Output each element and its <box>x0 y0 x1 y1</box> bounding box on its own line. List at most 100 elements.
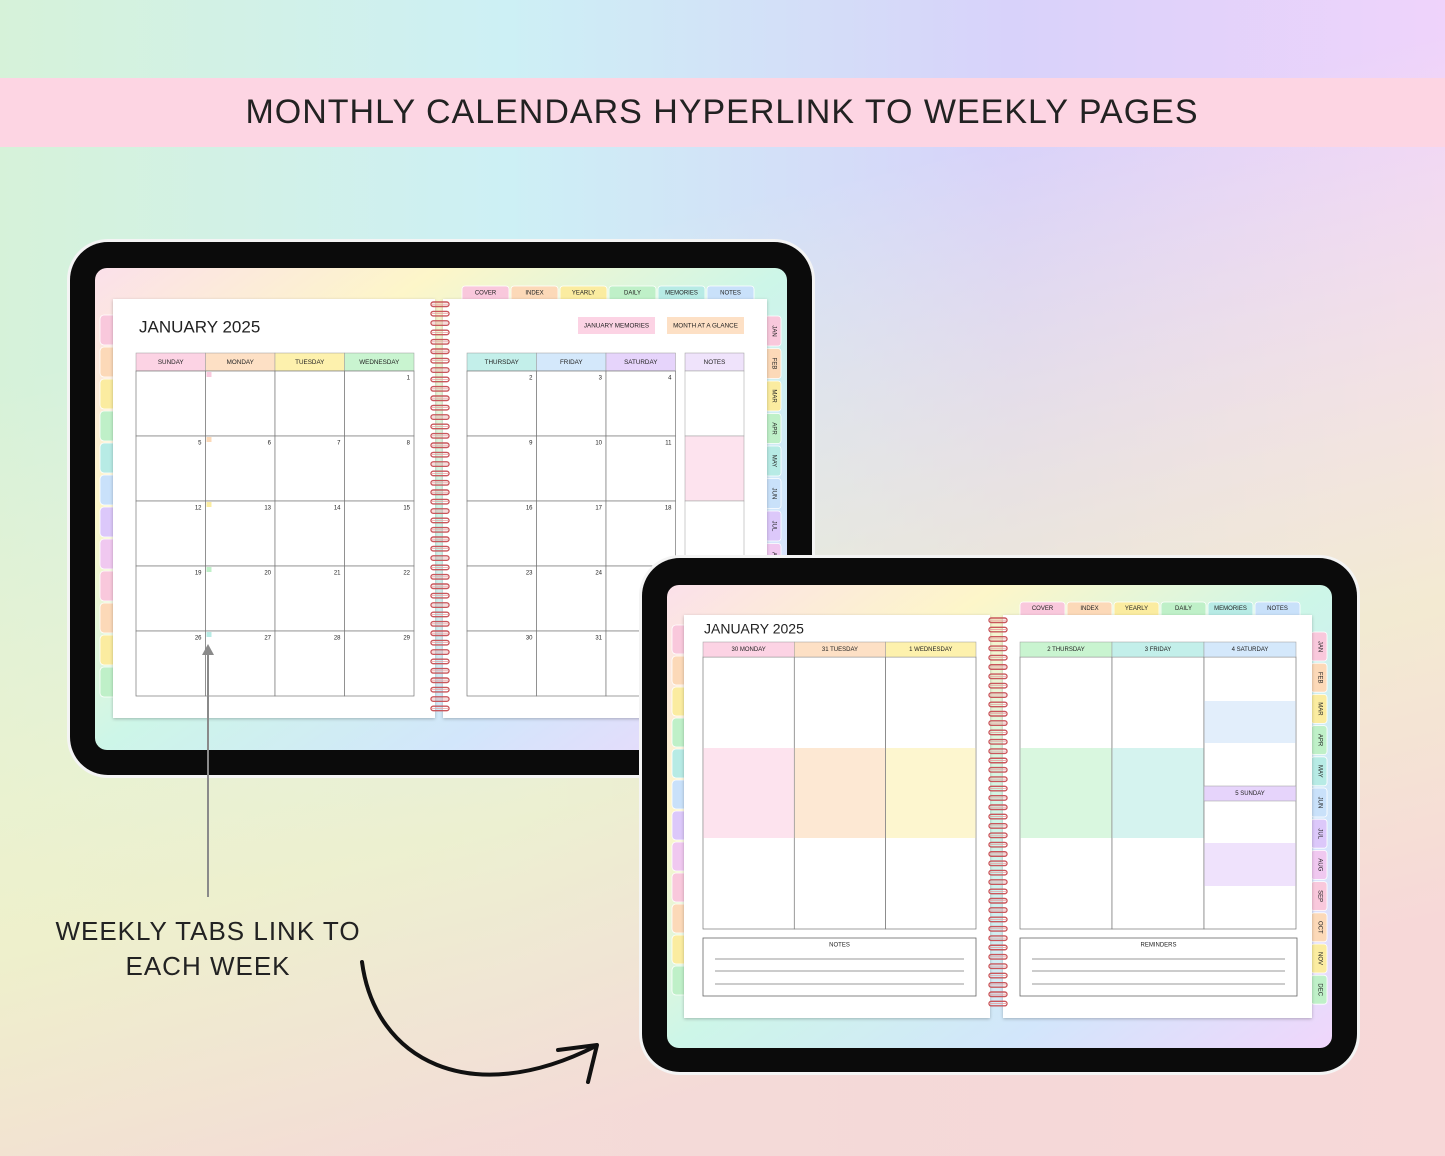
month-tab-label: APR <box>770 422 776 435</box>
top-tab-label: YEARLY <box>572 291 595 297</box>
day-band <box>1112 748 1204 838</box>
day-number: 9 <box>529 441 533 447</box>
day-number: 26 <box>195 636 202 642</box>
notes-box <box>1019 937 1298 997</box>
weekly-tab-link[interactable] <box>206 632 212 637</box>
link-button[interactable] <box>578 317 655 334</box>
curved-arrow <box>360 960 598 1077</box>
day-cell <box>274 565 345 632</box>
link-button-label: MONTH AT A GLANCE <box>673 323 738 330</box>
day-number: 17 <box>595 506 602 512</box>
banner <box>0 78 1445 147</box>
day-cell <box>344 630 415 697</box>
day-number: 22 <box>403 571 410 577</box>
day-header <box>885 641 977 658</box>
day-cell <box>536 370 607 437</box>
pointer-head <box>202 644 214 655</box>
month-tab-label: NOV <box>1316 952 1322 965</box>
top-tab-label: NOTES <box>1267 606 1288 612</box>
month-title: JANUARY 2025 <box>139 317 260 336</box>
top-tab-label: INDEX <box>525 291 543 297</box>
day-cell <box>536 500 607 567</box>
day-cell <box>344 500 415 567</box>
day-band <box>1020 748 1112 838</box>
day-number: 7 <box>337 441 341 447</box>
annotation-text: EACH WEEK <box>125 951 290 981</box>
day-cell <box>605 435 676 502</box>
day-cell <box>274 370 345 437</box>
day-cell <box>205 370 276 437</box>
month-tab-label: MAR <box>1316 702 1322 716</box>
day-cell <box>274 435 345 502</box>
notes-box <box>702 937 977 997</box>
day-number: 20 <box>264 571 271 577</box>
notes-box-title: NOTES <box>829 943 850 949</box>
day-number: 30 <box>526 636 533 642</box>
month-tab-label: FEB <box>1316 672 1322 684</box>
banner-title: MONTHLY CALENDARS HYPERLINK TO WEEKLY PA… <box>245 93 1198 131</box>
day-cell <box>135 370 206 437</box>
weekly-tab-link[interactable] <box>206 437 212 442</box>
day-number: 29 <box>403 636 410 642</box>
month-tab-label: JAN <box>1316 641 1322 652</box>
day-number: 14 <box>334 506 341 512</box>
annotation-text: WEEKLY TABS LINK TO <box>55 916 360 946</box>
day-header-label: TUESDAY <box>295 359 325 366</box>
day-number: 27 <box>264 636 271 642</box>
day-number: 28 <box>334 636 341 642</box>
day-cell <box>536 630 607 697</box>
day-header-label: SUNDAY <box>158 359 185 366</box>
month-tab-label: MAY <box>770 455 776 468</box>
top-tab-label: YEARLY <box>1125 606 1148 612</box>
day-cell <box>135 565 206 632</box>
month-tab-label: SEP <box>1316 890 1322 902</box>
top-tab-label: INDEX <box>1080 606 1098 612</box>
day-header-label: WEDNESDAY <box>359 359 400 366</box>
day-cell <box>466 370 537 437</box>
day-band <box>794 748 886 838</box>
month-tab-label: JUL <box>770 521 776 532</box>
day-header-label: 31 TUESDAY <box>822 647 858 653</box>
day-cell <box>605 370 676 437</box>
day-cell <box>536 565 607 632</box>
day-header-label: 4 SATURDAY <box>1232 647 1269 653</box>
weekly-tab-link[interactable] <box>206 502 212 507</box>
day-header <box>1203 785 1297 802</box>
link-button-label: JANUARY MEMORIES <box>584 323 649 330</box>
day-number: 5 <box>198 441 202 447</box>
day-header-label: 1 WEDNESDAY <box>909 647 952 653</box>
day-number: 15 <box>403 506 410 512</box>
notes-box-title: REMINDERS <box>1140 943 1176 949</box>
day-band <box>886 748 976 838</box>
day-cell <box>344 565 415 632</box>
day-number: 31 <box>595 636 602 642</box>
notes-cell <box>684 435 745 502</box>
day-header-label: SATURDAY <box>624 359 658 366</box>
day-number: 19 <box>195 571 202 577</box>
day-cell <box>205 435 276 502</box>
month-tab-label: JUN <box>770 488 776 500</box>
month-tab-label: JUN <box>1316 797 1322 809</box>
top-tab-label: MEMORIES <box>1214 606 1247 612</box>
day-number: 21 <box>334 571 341 577</box>
month-tab-label: JUL <box>1316 828 1322 839</box>
month-tab-label: MAR <box>770 389 776 403</box>
day-number: 2 <box>529 376 533 382</box>
notes-cell <box>684 370 745 437</box>
day-number: 23 <box>526 571 533 577</box>
day-band <box>1204 843 1296 886</box>
month-tab-label: JAN <box>770 325 776 336</box>
day-number: 6 <box>268 441 272 447</box>
day-number: 24 <box>595 571 602 577</box>
day-header-label: 2 THURSDAY <box>1047 647 1084 653</box>
weekly-tab-link[interactable] <box>206 372 212 377</box>
link-button[interactable] <box>667 317 744 334</box>
day-cell <box>135 435 206 502</box>
day-band <box>1204 701 1296 743</box>
day-number: 18 <box>665 506 672 512</box>
top-tab-label: COVER <box>475 291 497 297</box>
weekly-tab-link[interactable] <box>206 567 212 572</box>
day-number: 13 <box>264 506 271 512</box>
